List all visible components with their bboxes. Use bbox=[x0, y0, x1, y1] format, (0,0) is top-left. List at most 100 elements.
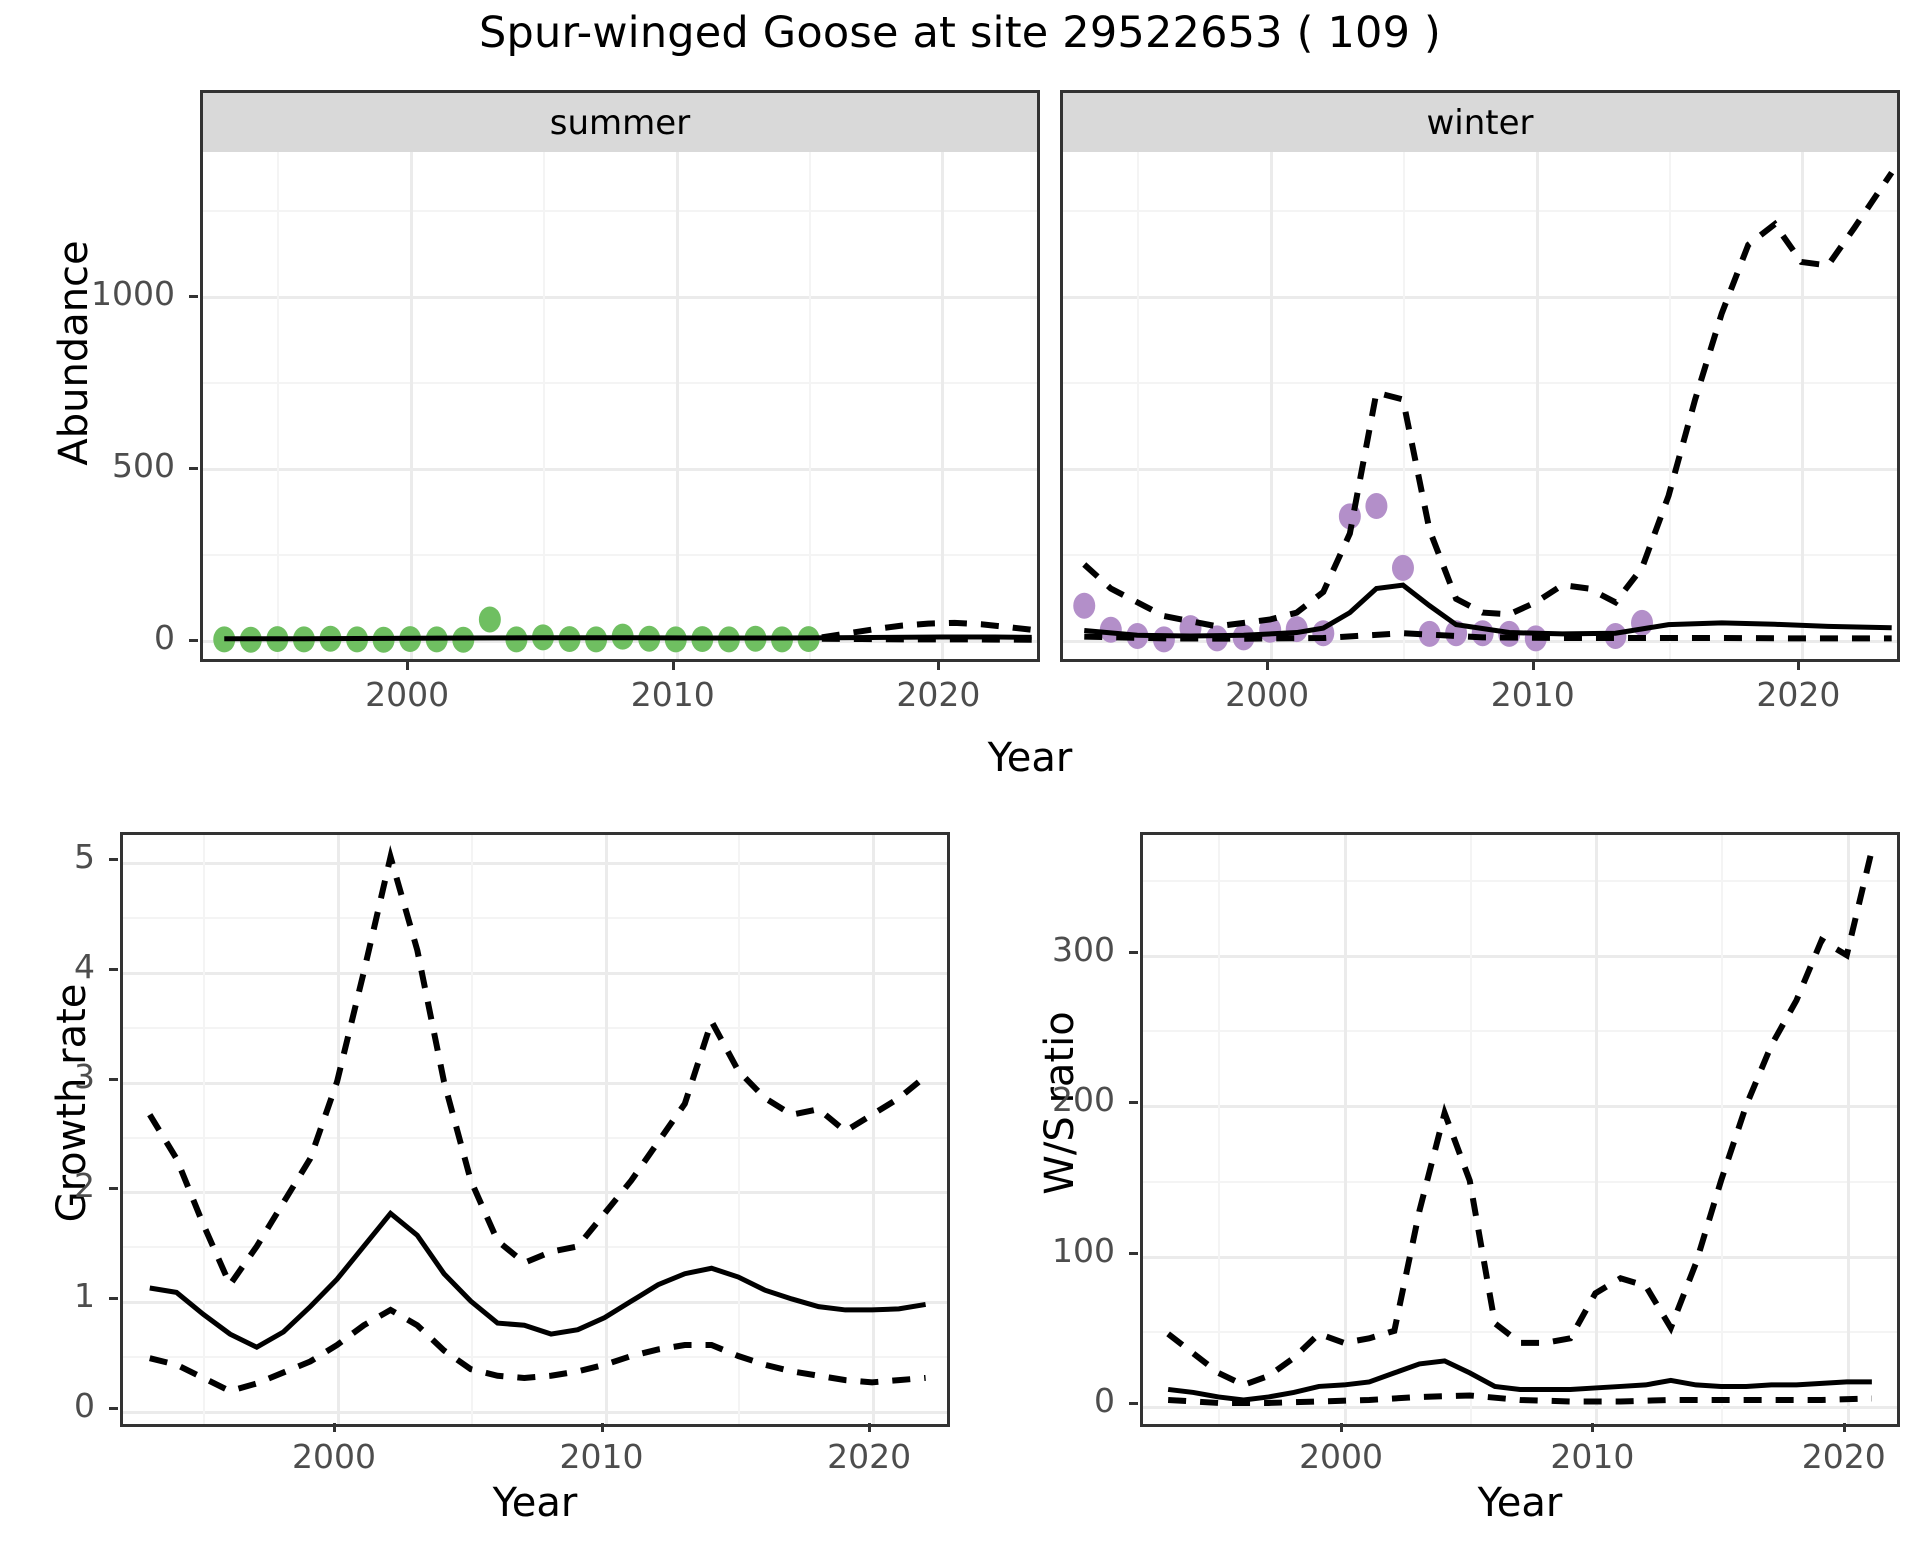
gridline-major-vertical bbox=[872, 835, 876, 1424]
gridline-major-horizontal bbox=[1143, 1255, 1897, 1259]
gridline-major-horizontal bbox=[203, 296, 1037, 300]
x-tick-mark bbox=[671, 661, 675, 670]
gridline-minor-horizontal bbox=[1063, 554, 1897, 557]
y-tick-label: 0 bbox=[1094, 1380, 1115, 1420]
x-tick-mark bbox=[1340, 1423, 1344, 1432]
gridline-minor-horizontal bbox=[123, 1026, 947, 1029]
x-tick-label: 2000 bbox=[365, 675, 450, 714]
growth-y-axis-title: Growth rate bbox=[49, 983, 95, 1223]
gridline-minor-horizontal bbox=[123, 1136, 947, 1139]
gridline-major-vertical bbox=[337, 835, 341, 1424]
x-tick-label: 2000 bbox=[292, 1437, 376, 1476]
data-point bbox=[1365, 493, 1388, 520]
y-tick-label: 0 bbox=[74, 1385, 95, 1425]
gridline-minor-vertical bbox=[1218, 835, 1221, 1424]
gridline-major-horizontal bbox=[123, 1081, 947, 1085]
gridline-minor-horizontal bbox=[1143, 1030, 1897, 1033]
y-tick-mark bbox=[109, 858, 118, 862]
gridline-major-vertical bbox=[604, 835, 608, 1424]
gridline-minor-vertical bbox=[542, 152, 545, 659]
data-point bbox=[1471, 620, 1494, 647]
gridline-minor-vertical bbox=[1137, 152, 1140, 659]
gridline-minor-vertical bbox=[470, 835, 473, 1424]
gridline-minor-vertical bbox=[738, 835, 741, 1424]
x-tick-mark bbox=[600, 1423, 604, 1432]
facet-label-summer: summer bbox=[549, 102, 691, 143]
y-tick-label: 4 bbox=[74, 947, 95, 987]
gridline-minor-vertical bbox=[1668, 152, 1671, 659]
series-line-upper-ci bbox=[821, 619, 1033, 641]
y-tick-mark bbox=[109, 1077, 118, 1081]
x-tick-mark bbox=[868, 1423, 872, 1432]
x-tick-mark bbox=[333, 1423, 337, 1432]
y-tick-mark bbox=[1129, 1401, 1138, 1405]
x-tick-mark bbox=[1797, 661, 1801, 670]
series-line-lower-ci bbox=[149, 1306, 926, 1395]
gridline-major-horizontal bbox=[123, 972, 947, 976]
facet-strip-winter: winter bbox=[1060, 90, 1900, 152]
y-tick-label: 2 bbox=[74, 1166, 95, 1206]
gridline-minor-horizontal bbox=[1143, 1330, 1897, 1333]
x-tick-mark bbox=[1591, 1423, 1595, 1432]
x-tick-label: 2000 bbox=[1225, 675, 1310, 714]
gridline-major-vertical bbox=[1535, 152, 1539, 659]
panel-abundance-summer bbox=[200, 152, 1040, 662]
gridline-major-horizontal bbox=[123, 1191, 947, 1195]
x-tick-mark bbox=[1531, 661, 1535, 670]
gridline-minor-vertical bbox=[1402, 152, 1405, 659]
x-tick-mark bbox=[406, 661, 410, 670]
data-point bbox=[478, 606, 501, 633]
gridline-minor-horizontal bbox=[123, 1246, 947, 1249]
data-point bbox=[213, 626, 236, 653]
gridline-minor-vertical bbox=[1721, 835, 1724, 1424]
gridline-minor-vertical bbox=[203, 835, 206, 1424]
x-tick-mark bbox=[1842, 1423, 1846, 1432]
data-point bbox=[1391, 554, 1414, 581]
facet-strip-summer: summer bbox=[200, 90, 1040, 152]
x-tick-mark bbox=[1266, 661, 1270, 670]
gridline-major-vertical bbox=[1270, 152, 1274, 659]
series-layer bbox=[1166, 849, 1875, 1406]
gridline-major-vertical bbox=[941, 152, 945, 659]
gridline-major-vertical bbox=[675, 152, 679, 659]
y-tick-label: 0 bbox=[154, 618, 175, 658]
y-tick-label: 500 bbox=[112, 446, 175, 486]
gridline-major-horizontal bbox=[1143, 955, 1897, 959]
y-tick-mark bbox=[109, 1297, 118, 1301]
series-line-fitted bbox=[224, 634, 1032, 642]
data-point bbox=[1604, 622, 1627, 649]
gridline-major-vertical bbox=[1344, 835, 1348, 1424]
gridline-minor-horizontal bbox=[203, 210, 1037, 213]
x-tick-label: 2000 bbox=[1299, 1437, 1384, 1476]
gridline-minor-horizontal bbox=[1063, 382, 1897, 385]
x-tick-label: 2010 bbox=[630, 675, 715, 714]
y-tick-label: 300 bbox=[1052, 930, 1115, 970]
gridline-minor-horizontal bbox=[123, 1355, 947, 1358]
abundance-y-axis-title: Abundance bbox=[51, 240, 97, 466]
gridline-major-horizontal bbox=[123, 862, 947, 866]
gridline-minor-vertical bbox=[808, 152, 811, 659]
y-tick-mark bbox=[189, 467, 198, 471]
gridline-major-horizontal bbox=[1063, 296, 1897, 300]
series-line-lower-ci bbox=[1167, 1392, 1872, 1406]
x-tick-label: 2010 bbox=[1490, 675, 1575, 714]
gridline-major-horizontal bbox=[203, 468, 1037, 472]
y-tick-mark bbox=[1129, 1251, 1138, 1255]
panel-ws-ratio bbox=[1140, 832, 1900, 1427]
gridline-major-horizontal bbox=[1143, 1105, 1897, 1109]
series-line-fitted bbox=[1084, 582, 1892, 639]
series-line-upper-ci bbox=[147, 844, 928, 1291]
series-layer bbox=[1073, 170, 1895, 653]
ratio-x-axis-title: Year bbox=[1477, 1480, 1563, 1526]
series-line-upper-ci bbox=[1166, 849, 1875, 1389]
gridline-minor-horizontal bbox=[203, 554, 1037, 557]
gridline-major-horizontal bbox=[1063, 468, 1897, 472]
y-tick-label: 1000 bbox=[91, 274, 175, 314]
y-tick-mark bbox=[109, 1406, 118, 1410]
y-tick-label: 3 bbox=[74, 1056, 95, 1096]
y-tick-mark bbox=[189, 295, 198, 299]
gridline-minor-vertical bbox=[277, 152, 280, 659]
x-tick-label: 2010 bbox=[559, 1437, 644, 1476]
series-line-lower-ci bbox=[821, 635, 1032, 643]
